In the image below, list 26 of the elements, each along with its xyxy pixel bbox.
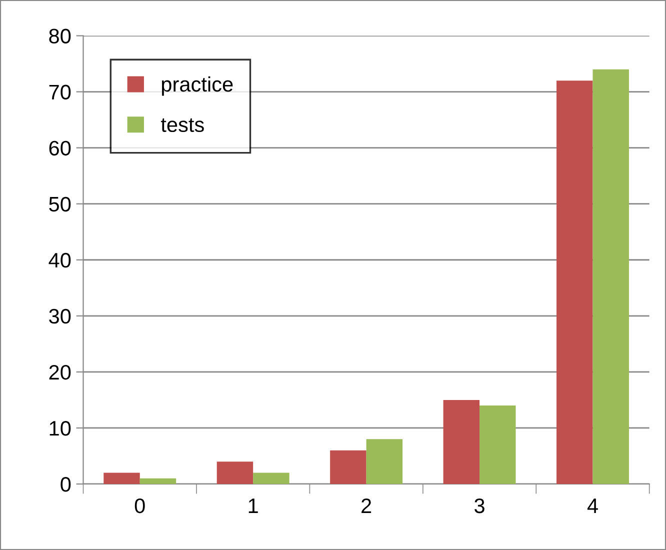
x-tick-label: 4: [587, 498, 598, 513]
x-tick-label: 1: [248, 498, 258, 513]
y-tick-label: 40: [48, 252, 71, 268]
x-tick-label: 0: [134, 498, 145, 514]
y-tick-label: 50: [49, 196, 71, 212]
bar: [216, 462, 254, 484]
y-tick-label: 20: [49, 364, 71, 380]
x-tick-label: 2: [362, 498, 372, 513]
bar: [366, 439, 403, 484]
y-tick-label: 60: [49, 140, 71, 156]
bar: [140, 478, 176, 484]
bar: [104, 472, 140, 484]
bar: [253, 472, 290, 484]
bar: [480, 406, 516, 484]
y-tick-label: 10: [50, 420, 71, 436]
y-tick-label: 0: [60, 477, 71, 492]
legend-label: practice: [162, 76, 233, 96]
bar: [443, 400, 480, 484]
x-tick-label: 3: [474, 498, 484, 514]
legend-label: tests: [160, 118, 204, 132]
bar: [556, 80, 593, 484]
y-tick-label: 30: [49, 308, 71, 324]
bar: [330, 450, 366, 484]
y-tick-label: 80: [49, 28, 71, 44]
bar: [592, 69, 629, 484]
y-tick-label: 70: [49, 84, 71, 100]
